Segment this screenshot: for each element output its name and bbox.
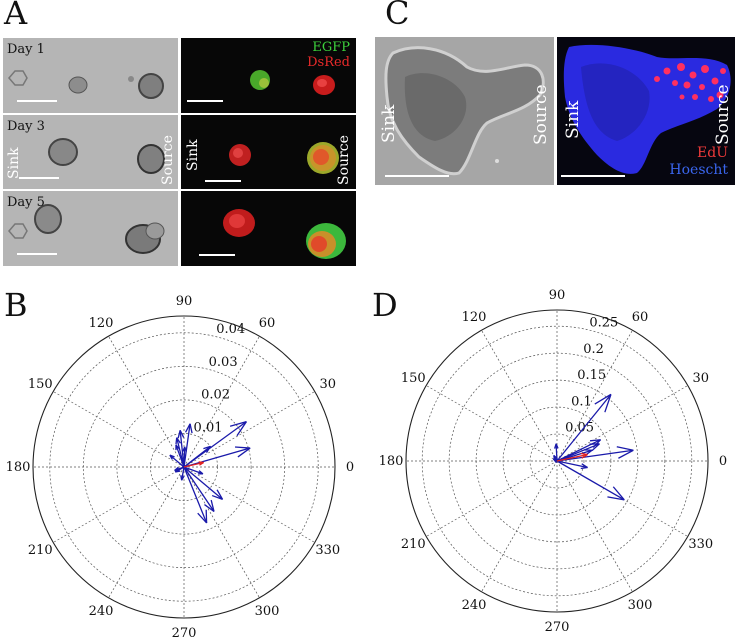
- sink-label: Sink: [185, 139, 201, 171]
- day5-label: Day 5: [7, 195, 45, 210]
- vector-arrow: [557, 461, 624, 500]
- vector-arrow: [184, 424, 192, 467]
- panel-c-brightfield: Sink Source: [375, 37, 554, 185]
- scale-bar: [19, 177, 59, 179]
- angle-tick-label: 120: [462, 310, 487, 325]
- angle-tick-label: 30: [319, 377, 336, 392]
- angle-tick-label: 330: [315, 543, 340, 558]
- angle-tick-label: 270: [545, 620, 570, 635]
- angle-tick-label: 330: [688, 537, 713, 552]
- source-label: Source: [160, 135, 176, 185]
- grid-spoke: [184, 467, 260, 598]
- scale-bar: [199, 254, 235, 256]
- panel-c-brightfield-image: [375, 37, 554, 185]
- angle-tick-label: 150: [401, 371, 426, 386]
- edu-legend: EdU: [697, 145, 728, 161]
- angle-tick-label: 210: [401, 537, 426, 552]
- panel-a-letter: A: [4, 0, 27, 32]
- scale-bar: [385, 175, 449, 177]
- angle-tick-label: 270: [172, 626, 197, 638]
- grid-spoke: [109, 336, 185, 467]
- angle-tick-label: 90: [549, 288, 566, 303]
- angle-tick-label: 180: [379, 454, 404, 469]
- angle-tick-label: 150: [28, 377, 53, 392]
- sink-label: Sink: [379, 105, 399, 143]
- hoechst-legend: Hoescht: [669, 162, 728, 178]
- source-label: Source: [336, 135, 352, 185]
- angle-tick-label: 300: [255, 604, 280, 619]
- angle-tick-label: 30: [692, 371, 709, 386]
- grid-spoke: [482, 461, 558, 592]
- angle-tick-label: 60: [259, 316, 276, 331]
- grid-spoke: [426, 386, 557, 462]
- sink-label: Sink: [563, 101, 583, 139]
- grid-spoke: [53, 392, 184, 468]
- angle-tick-label: 300: [628, 598, 653, 613]
- panel-a-day5-brightfield: Day 5: [3, 191, 178, 266]
- day3-fluorescence-image: [181, 115, 356, 189]
- radial-tick-label: 0.03: [209, 355, 238, 370]
- grid-spoke: [482, 330, 558, 461]
- scale-bar: [17, 253, 57, 255]
- vector-arrow: [184, 447, 250, 467]
- angle-tick-label: 0: [719, 454, 727, 469]
- angle-tick-label: 240: [462, 598, 487, 613]
- radial-tick-label: 0.25: [589, 316, 618, 331]
- day3-label: Day 3: [7, 119, 45, 134]
- panel-a-day1-fluorescence: EGFP DsRed: [181, 38, 356, 113]
- polar-plot-d: 03060901201501802102402703003300.050.10.…: [370, 278, 736, 638]
- dsred-legend: DsRed: [307, 55, 350, 70]
- panel-a-day3-fluorescence: Sink Source: [181, 115, 356, 189]
- day1-label: Day 1: [7, 42, 45, 57]
- grid-spoke: [109, 467, 185, 598]
- scale-bar: [205, 180, 241, 182]
- source-label: Source: [531, 84, 551, 145]
- radial-tick-label: 0.02: [201, 388, 230, 403]
- panel-a-day5-fluorescence: [181, 191, 356, 266]
- angle-tick-label: 240: [89, 604, 114, 619]
- vector-arrow: [557, 461, 588, 468]
- grid-spoke: [557, 461, 633, 592]
- scale-bar: [187, 100, 223, 102]
- angle-tick-label: 180: [6, 460, 31, 475]
- panel-a-day1-brightfield: Day 1: [3, 38, 178, 113]
- angle-tick-label: 120: [89, 316, 114, 331]
- sink-label: Sink: [6, 147, 22, 179]
- angle-tick-label: 60: [632, 310, 649, 325]
- panel-c-fluorescence: Sink Source EdU Hoescht: [557, 37, 735, 185]
- source-label: Source: [713, 84, 733, 145]
- angle-tick-label: 90: [176, 294, 193, 309]
- egfp-legend: EGFP: [312, 40, 350, 55]
- scale-bar: [561, 175, 625, 177]
- radial-tick-label: 0.04: [216, 322, 245, 337]
- panel-a-day3-brightfield: Day 3 Sink Source: [3, 115, 178, 189]
- radial-tick-label: 0.01: [194, 420, 223, 435]
- radial-tick-label: 0.1: [571, 394, 592, 409]
- grid-spoke: [426, 461, 557, 537]
- angle-tick-label: 210: [28, 543, 53, 558]
- radial-tick-label: 0.15: [577, 368, 606, 383]
- polar-plot-b: 0 30 60 90 120 150 180 210 240 270 300 330 0.01 0.02 0…: [0, 278, 370, 638]
- vector-arrow: [175, 467, 184, 470]
- panel-c-letter: C: [385, 0, 409, 32]
- scale-bar: [17, 100, 57, 102]
- angle-tick-label: 0: [346, 460, 354, 475]
- radial-tick-label: 0.2: [583, 342, 604, 357]
